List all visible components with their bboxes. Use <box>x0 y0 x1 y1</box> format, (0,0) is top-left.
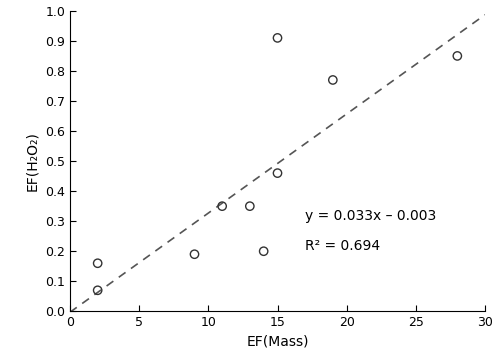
Y-axis label: EF(H₂O₂): EF(H₂O₂) <box>26 131 40 191</box>
Point <box>274 170 281 176</box>
Point <box>260 248 268 254</box>
Point <box>218 203 226 209</box>
Point <box>274 35 281 41</box>
Point <box>190 251 198 257</box>
Text: y = 0.033x – 0.003: y = 0.033x – 0.003 <box>305 209 436 223</box>
Point <box>329 77 337 83</box>
X-axis label: EF(Mass): EF(Mass) <box>246 335 309 349</box>
Point <box>94 287 102 293</box>
Point <box>246 203 254 209</box>
Point <box>94 260 102 266</box>
Point <box>454 53 462 59</box>
Text: R² = 0.694: R² = 0.694 <box>305 239 380 253</box>
